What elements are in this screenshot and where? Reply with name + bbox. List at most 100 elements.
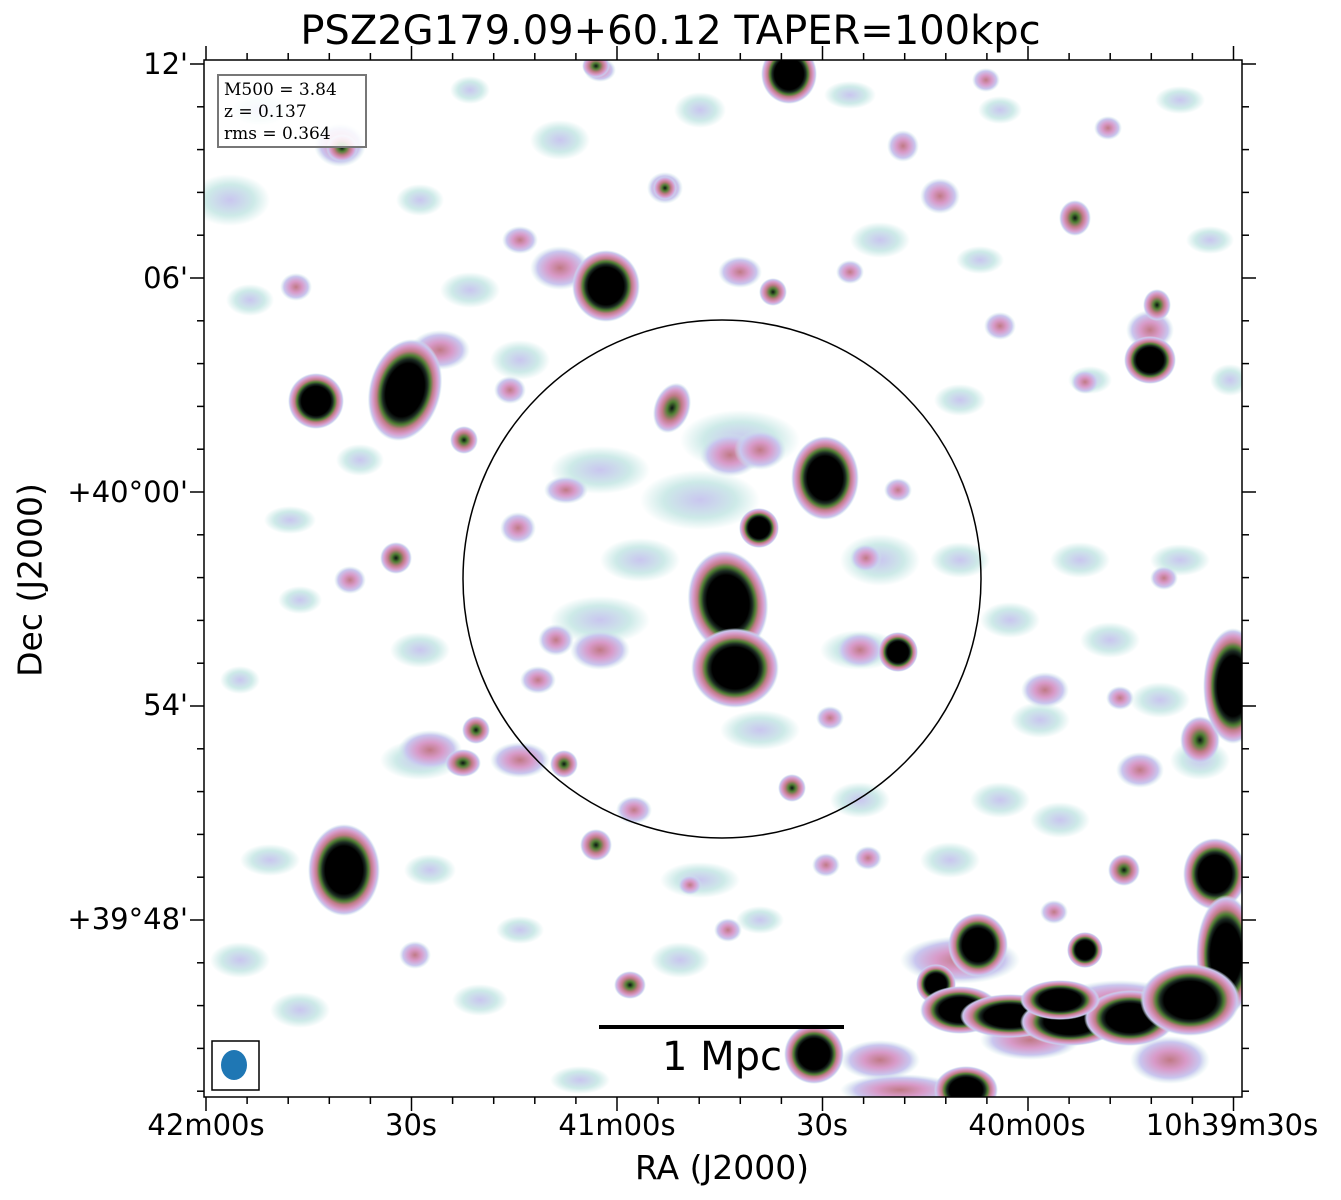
diffuse-emission — [920, 178, 960, 214]
m500-text: M500 = 3.84 — [224, 80, 337, 100]
bright-source — [367, 338, 443, 442]
diffuse-emission — [1130, 682, 1190, 718]
y-tick-label: +40°00' — [67, 475, 188, 509]
r500-circle — [462, 319, 982, 839]
diffuse-emission — [678, 875, 702, 895]
y-tick-label: +39°48' — [67, 902, 188, 936]
diffuse-emission — [887, 130, 919, 162]
diffuse-emission — [816, 706, 844, 730]
bright-source — [1124, 336, 1176, 384]
diffuse-emission — [970, 782, 1030, 818]
diffuse-emission — [530, 120, 590, 160]
compact-source — [580, 829, 612, 861]
diffuse-emission — [210, 942, 270, 978]
diffuse-emission — [972, 68, 1000, 92]
diffuse-emission — [490, 742, 550, 778]
bright-source — [761, 60, 817, 104]
diffuse-emission — [978, 96, 1022, 124]
diffuse-emission — [1210, 364, 1242, 396]
bright-source — [572, 250, 640, 322]
diffuse-emission — [1186, 226, 1234, 254]
x-tick-label: 41m00s — [558, 1108, 676, 1142]
diffuse-emission — [550, 596, 650, 644]
radio-emission-layer — [204, 60, 1242, 1097]
diffuse-emission — [450, 76, 490, 104]
bright-source — [791, 436, 859, 520]
diffuse-emission — [1021, 672, 1069, 708]
diffuse-emission — [850, 222, 910, 258]
diffuse-emission — [920, 842, 980, 878]
scale-bar-label: 1 Mpc — [661, 1034, 783, 1080]
diffuse-emission — [264, 506, 316, 534]
bright-source — [739, 508, 779, 548]
diffuse-emission — [1116, 752, 1164, 788]
diffuse-emission — [980, 602, 1040, 638]
plot-frame — [203, 59, 1243, 1098]
diffuse-emission — [734, 430, 786, 470]
diffuse-emission — [1130, 1036, 1210, 1084]
bright-source — [934, 1066, 998, 1097]
diffuse-emission — [616, 796, 652, 824]
diffuse-emission — [600, 538, 680, 582]
diffuse-emission — [854, 846, 882, 870]
bright-source — [1183, 838, 1242, 910]
compact-source — [582, 60, 610, 78]
diffuse-emission — [496, 916, 544, 944]
bright-source — [1067, 932, 1103, 968]
diffuse-emission — [399, 941, 431, 969]
diffuse-emission — [396, 184, 444, 216]
diffuse-emission — [538, 624, 574, 656]
diffuse-emission — [1050, 542, 1110, 578]
compact-source — [1059, 200, 1091, 236]
diffuse-emission — [840, 1074, 960, 1097]
compact-source — [380, 542, 412, 574]
diffuse-emission — [674, 92, 726, 128]
compact-source — [652, 382, 692, 434]
diffuse-emission — [270, 992, 330, 1028]
diffuse-emission — [812, 853, 840, 877]
diffuse-emission — [1040, 900, 1068, 924]
diffuse-emission — [226, 284, 274, 316]
diffuse-emission — [650, 942, 710, 978]
diffuse-emission — [404, 854, 456, 886]
diffuse-emission — [1030, 802, 1090, 838]
diffuse-emission — [570, 630, 630, 670]
compact-source — [778, 774, 806, 802]
x-tick-label: 42m00s — [147, 1108, 265, 1142]
diffuse-emission — [544, 476, 588, 504]
diffuse-emission — [1094, 116, 1122, 140]
diffuse-emission — [1155, 86, 1205, 114]
diffuse-emission — [1150, 566, 1178, 590]
diffuse-emission — [640, 470, 760, 530]
diffuse-emission — [390, 632, 450, 668]
x-axis-label: RA (J2000) — [634, 1148, 810, 1187]
diffuse-emission — [930, 542, 990, 578]
diffuse-emission — [718, 256, 762, 288]
x-tick-label: 10h39m30s — [1145, 1108, 1319, 1142]
diffuse-emission — [490, 340, 550, 380]
y-tick-label: 12' — [143, 47, 188, 81]
diffuse-emission — [494, 376, 526, 404]
diffuse-emission — [884, 478, 912, 502]
diffuse-emission — [502, 226, 538, 254]
diffuse-emission — [280, 273, 312, 301]
x-tick-label: 30s — [795, 1108, 849, 1142]
diffuse-emission — [830, 782, 890, 818]
bright-source — [1140, 964, 1240, 1036]
compact-source — [759, 278, 787, 306]
diffuse-emission — [1071, 370, 1099, 394]
diffuse-emission — [720, 710, 800, 750]
compact-source — [653, 176, 677, 200]
diffuse-emission — [336, 444, 384, 476]
diffuse-emission — [736, 906, 784, 934]
compact-source — [550, 750, 578, 778]
bright-source — [691, 628, 779, 708]
bright-source — [308, 824, 380, 916]
compact-source — [1180, 716, 1220, 764]
compact-source — [450, 426, 478, 454]
bright-source — [948, 913, 1008, 977]
rms-text: rms = 0.364 — [224, 124, 331, 144]
compact-source — [614, 971, 646, 999]
diffuse-emission — [204, 174, 270, 226]
bright-source — [687, 550, 769, 654]
